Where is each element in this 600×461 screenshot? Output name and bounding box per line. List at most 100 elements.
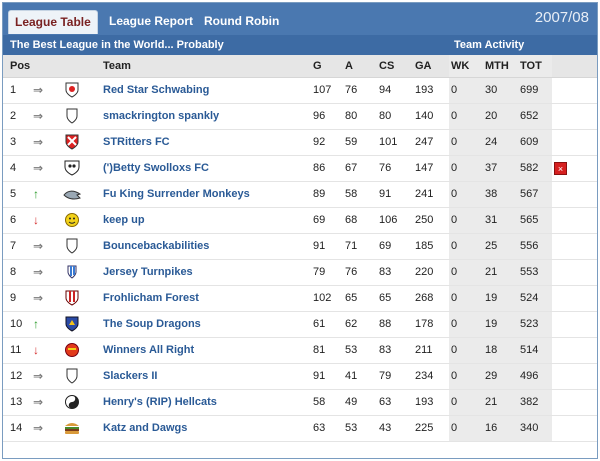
clean-sheets-cell: 88 (377, 311, 413, 338)
team-link[interactable]: The Soup Dragons (103, 318, 201, 330)
col-goals: G (311, 55, 343, 78)
crest-cell (61, 77, 101, 104)
table-row: 14 ⇒ Katz and Dawgs 63 53 43 225 0 16 340 (3, 415, 597, 442)
month-cell: 20 (483, 103, 518, 130)
burger-crest-icon (63, 422, 81, 434)
clean-sheets-cell: 83 (377, 259, 413, 286)
month-cell: 21 (483, 259, 518, 286)
week-cell: 0 (449, 77, 483, 104)
team-link[interactable]: Katz and Dawgs (103, 422, 188, 434)
assists-cell: 76 (343, 259, 377, 286)
team-link[interactable]: Red Star Schwabing (103, 84, 210, 96)
actions-cell (552, 77, 597, 104)
league-title: The Best League in the World... Probably (10, 39, 224, 51)
col-total: TOT (518, 55, 552, 78)
goals-against-cell: 211 (413, 337, 449, 364)
goals-against-cell: 247 (413, 129, 449, 156)
goals-cell: 81 (311, 337, 343, 364)
table-row: 3 ⇒ STRitters FC 92 59 101 247 0 24 609 (3, 129, 597, 156)
position-cell: 9 (3, 285, 31, 312)
assists-cell: 58 (343, 181, 377, 208)
movement-cell: ⇒ (31, 259, 61, 286)
crest-cell (61, 363, 101, 390)
movement-cell: ↑ (31, 181, 61, 208)
month-cell: 19 (483, 311, 518, 338)
month-cell: 24 (483, 129, 518, 156)
clean-sheets-cell: 101 (377, 129, 413, 156)
clean-sheets-cell: 69 (377, 233, 413, 260)
goals-against-cell: 234 (413, 363, 449, 390)
team-link[interactable]: (')Betty Swolloxs FC (103, 162, 209, 174)
assists-cell: 53 (343, 415, 377, 442)
team-link[interactable]: Winners All Right (103, 344, 195, 356)
tab-bar: League Table League Report Round Robin 2… (3, 3, 597, 35)
goals-cell: 91 (311, 363, 343, 390)
team-link[interactable]: STRitters FC (103, 136, 170, 148)
team-link[interactable]: keep up (103, 214, 145, 226)
total-cell: 556 (518, 233, 552, 260)
crest-cell (61, 181, 101, 208)
month-cell: 30 (483, 77, 518, 104)
crest-cell (61, 337, 101, 364)
team-link[interactable]: Bouncebackabilities (103, 240, 210, 252)
goals-against-cell: 140 (413, 103, 449, 130)
tab-league-table[interactable]: League Table (8, 10, 98, 34)
total-cell: 382 (518, 389, 552, 416)
actions-cell (552, 181, 597, 208)
league-subheader: The Best League in the World... Probably… (3, 35, 597, 55)
dragon-crest-icon (63, 316, 81, 332)
team-link[interactable]: Jersey Turnpikes (103, 266, 193, 278)
tab-round-robin[interactable]: Round Robin (204, 14, 280, 28)
crest-cell (61, 285, 101, 312)
team-cell: Katz and Dawgs (101, 415, 311, 442)
team-cell: Red Star Schwabing (101, 77, 311, 104)
table-row: 6 ↓ keep up 69 68 106 250 0 31 565 (3, 207, 597, 234)
goals-cell: 69 (311, 207, 343, 234)
assists-cell: 62 (343, 311, 377, 338)
movement-cell: ⇒ (31, 415, 61, 442)
crest-cell (61, 103, 101, 130)
team-link[interactable]: smackrington spankly (103, 110, 220, 122)
team-cell: keep up (101, 207, 311, 234)
goals-cell: 107 (311, 77, 343, 104)
clean-sheets-cell: 83 (377, 337, 413, 364)
movement-cell: ↑ (31, 311, 61, 338)
team-activity-heading: Team Activity (454, 39, 525, 51)
team-link[interactable]: Henry's (RIP) Hellcats (103, 396, 217, 408)
movement-cell: ↓ (31, 207, 61, 234)
position-cell: 2 (3, 103, 31, 130)
table-row: 8 ⇒ Jersey Turnpikes 79 76 83 220 0 21 553 (3, 259, 597, 286)
team-cell: (')Betty Swolloxs FC (101, 155, 311, 182)
table-row: 9 ⇒ Frohlicham Forest 102 65 65 268 0 19 524 (3, 285, 597, 312)
movement-cell: ⇒ (31, 233, 61, 260)
position-cell: 8 (3, 259, 31, 286)
table-row: 4 ⇒ (')Betty Swolloxs FC 86 67 76 147 0 37 582 × (3, 155, 597, 182)
goals-cell: 102 (311, 285, 343, 312)
shield-crest-icon (63, 108, 81, 124)
total-cell: 514 (518, 337, 552, 364)
col-clean-sheets: CS (377, 55, 413, 78)
delete-icon[interactable]: × (554, 161, 567, 175)
team-link[interactable]: Slackers II (103, 370, 158, 382)
clean-sheets-cell: 80 (377, 103, 413, 130)
arrow-down-icon: ↓ (33, 213, 39, 227)
total-cell: 652 (518, 103, 552, 130)
goals-cell: 58 (311, 389, 343, 416)
team-link[interactable]: Frohlicham Forest (103, 292, 199, 304)
goals-against-cell: 241 (413, 181, 449, 208)
team-cell: Winners All Right (101, 337, 311, 364)
arrow-right-icon: ⇒ (33, 135, 44, 149)
week-cell: 0 (449, 415, 483, 442)
shield-crest-icon (63, 368, 81, 384)
total-cell: 699 (518, 77, 552, 104)
total-cell: 496 (518, 363, 552, 390)
movement-cell: ⇒ (31, 77, 61, 104)
total-cell: 567 (518, 181, 552, 208)
assists-cell: 49 (343, 389, 377, 416)
week-cell: 0 (449, 207, 483, 234)
team-link[interactable]: Fu King Surrender Monkeys (103, 188, 250, 200)
total-cell: 524 (518, 285, 552, 312)
tab-league-report[interactable]: League Report (109, 14, 194, 28)
goals-cell: 92 (311, 129, 343, 156)
